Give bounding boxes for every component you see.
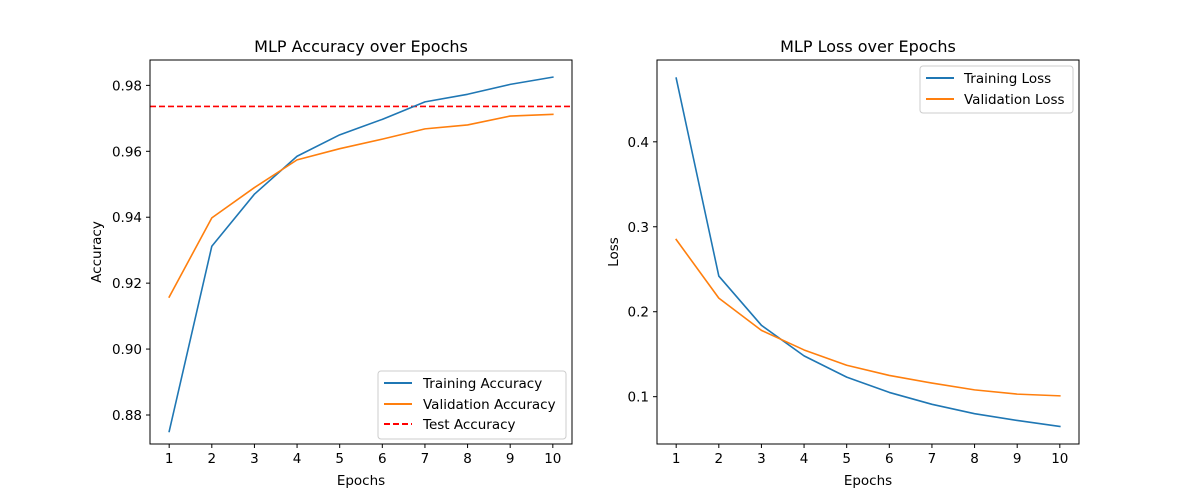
x-tick-label: 8 bbox=[463, 451, 472, 467]
x-axis-label: Epochs bbox=[337, 473, 385, 489]
x-axis: 1 2 3 4 5 6 7 8 9 10 bbox=[165, 444, 561, 467]
legend-label-test-accuracy: Test Accuracy bbox=[422, 417, 516, 433]
y-axis: 0.1 0.2 0.3 0.4 bbox=[628, 135, 657, 406]
x-tick-label: 3 bbox=[250, 451, 259, 467]
x-tick-label: 10 bbox=[1051, 451, 1068, 467]
y-tick-label: 0.3 bbox=[628, 220, 649, 236]
x-tick-label: 2 bbox=[715, 451, 724, 467]
x-axis-label: Epochs bbox=[844, 473, 892, 489]
training-accuracy-line bbox=[168, 76, 554, 433]
x-tick-label: 6 bbox=[378, 451, 387, 467]
training-loss-line bbox=[675, 77, 1061, 428]
validation-loss-line bbox=[675, 238, 1061, 397]
x-tick-label: 9 bbox=[1013, 451, 1022, 467]
legend-frame bbox=[377, 370, 567, 440]
legend-label-training-accuracy: Training Accuracy bbox=[422, 376, 542, 392]
y-tick-label: 0.94 bbox=[112, 210, 142, 226]
chart-title: MLP Loss over Epochs bbox=[780, 37, 956, 56]
legend: Training Accuracy Validation Accuracy Te… bbox=[377, 370, 567, 440]
x-tick-label: 1 bbox=[165, 451, 174, 467]
validation-accuracy-line bbox=[168, 113, 554, 299]
x-tick-label: 5 bbox=[335, 451, 344, 467]
legend-label-training-loss: Training Loss bbox=[963, 71, 1051, 87]
x-tick-label: 9 bbox=[506, 451, 515, 467]
x-tick-label: 4 bbox=[800, 451, 809, 467]
x-tick-label: 10 bbox=[544, 451, 561, 467]
x-axis: 1 2 3 4 5 6 7 8 9 10 bbox=[672, 444, 1068, 467]
legend-frame bbox=[919, 65, 1074, 114]
x-tick-label: 5 bbox=[842, 451, 851, 467]
axes-frame bbox=[149, 59, 573, 445]
loss-chart: MLP Loss over Epochs 1 2 3 4 5 6 7 8 9 10 0.10.20… bbox=[606, 37, 1080, 489]
x-tick-label: 3 bbox=[757, 451, 766, 467]
legend-label-validation-loss: Validation Loss bbox=[964, 92, 1065, 108]
y-tick-label: 0.2 bbox=[628, 305, 649, 321]
x-tick-label: 2 bbox=[208, 451, 217, 467]
y-tick-label: 0.98 bbox=[112, 78, 142, 94]
y-axis: 0.88 0.90 0.92 0.94 0.96 0.98 bbox=[112, 78, 150, 424]
plot-area bbox=[675, 77, 1061, 428]
y-tick-label: 0.96 bbox=[112, 144, 142, 160]
y-tick-label: 0.1 bbox=[628, 390, 649, 406]
x-tick-label: 4 bbox=[293, 451, 302, 467]
y-tick-label: 0.90 bbox=[112, 342, 142, 358]
x-tick-label: 7 bbox=[421, 451, 430, 467]
x-tick-label: 6 bbox=[885, 451, 894, 467]
plot-area bbox=[150, 76, 572, 433]
y-tick-label: 0.92 bbox=[112, 276, 142, 292]
x-tick-label: 7 bbox=[928, 451, 937, 467]
legend-label-validation-accuracy: Validation Accuracy bbox=[423, 397, 556, 413]
y-tick-label: 0.88 bbox=[112, 408, 142, 424]
axes-frame bbox=[656, 59, 1080, 445]
y-axis-label: Loss bbox=[606, 237, 622, 267]
x-tick-label: 8 bbox=[970, 451, 979, 467]
chart-title: MLP Accuracy over Epochs bbox=[254, 37, 468, 56]
y-axis-label: Accuracy bbox=[89, 221, 105, 283]
x-tick-label: 1 bbox=[672, 451, 681, 467]
y-tick-label: 0.4 bbox=[628, 135, 649, 151]
accuracy-chart: MLP Accuracy over Epochs 1 2 3 4 5 6 7 8 9 10 0.8… bbox=[89, 37, 573, 489]
legend: Training Loss Validation Loss bbox=[919, 65, 1074, 114]
